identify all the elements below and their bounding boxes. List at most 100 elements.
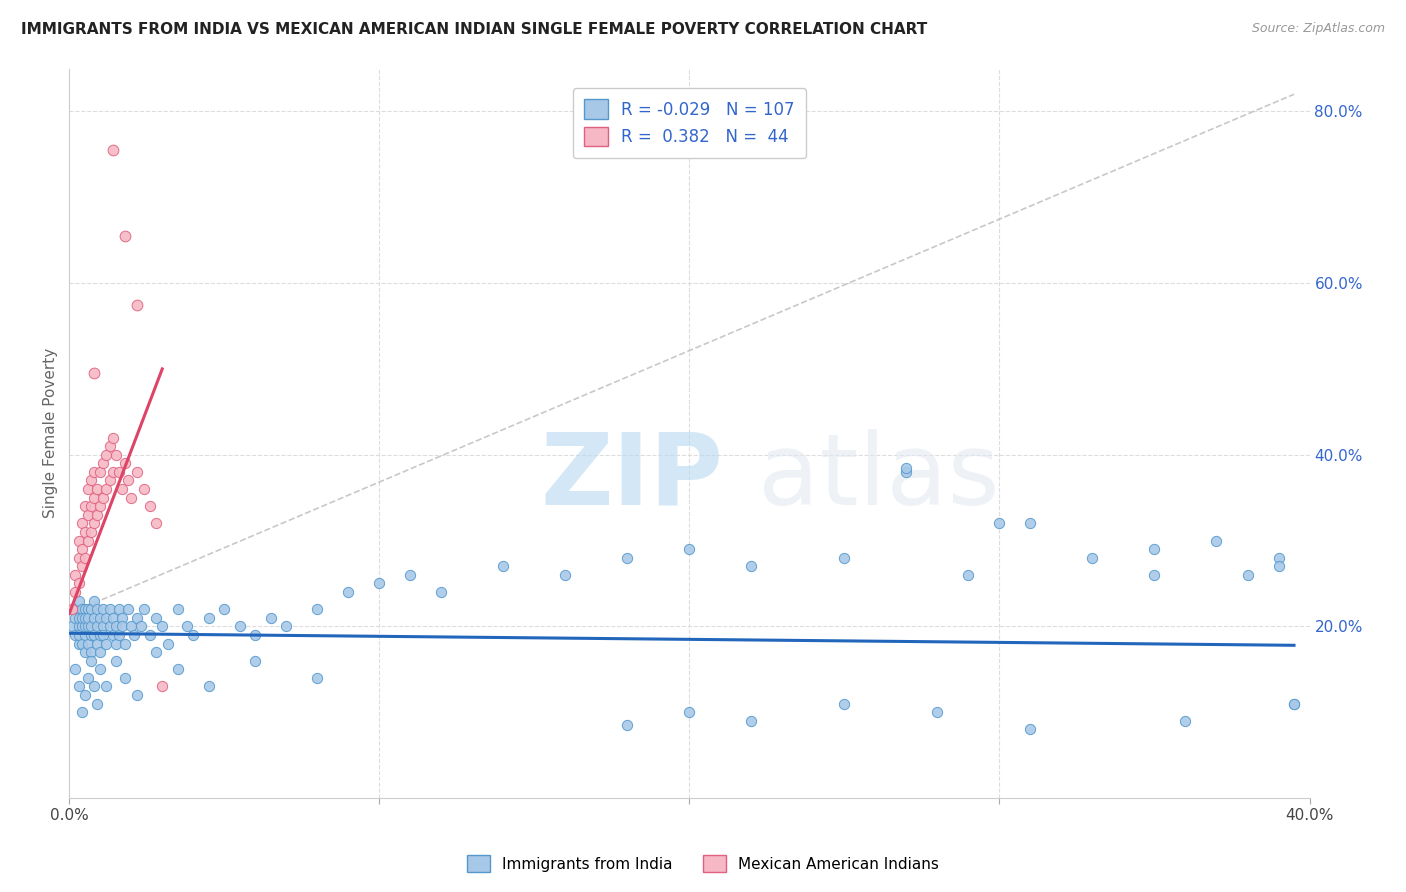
- Point: [91, 491, 114, 505]
- Point: [83, 366, 105, 380]
- Point: [181, 628, 204, 642]
- Point: [86, 619, 108, 633]
- Point: [132, 482, 155, 496]
- Text: IMMIGRANTS FROM INDIA VS MEXICAN AMERICAN INDIAN SINGLE FEMALE POVERTY CORRELATI: IMMIGRANTS FROM INDIA VS MEXICAN AMERICA…: [21, 22, 928, 37]
- Point: [65, 602, 87, 616]
- Point: [139, 628, 162, 642]
- Point: [89, 500, 111, 514]
- Point: [86, 636, 108, 650]
- Point: [65, 628, 87, 642]
- Point: [1143, 542, 1166, 557]
- Point: [65, 662, 87, 676]
- Point: [1019, 516, 1042, 531]
- Point: [86, 602, 108, 616]
- Point: [1205, 533, 1227, 548]
- Point: [114, 671, 136, 685]
- Point: [104, 654, 127, 668]
- Point: [101, 465, 124, 479]
- Point: [83, 680, 105, 694]
- Point: [132, 602, 155, 616]
- Point: [399, 568, 422, 582]
- Point: [127, 465, 149, 479]
- Point: [740, 714, 762, 728]
- Point: [554, 568, 576, 582]
- Point: [67, 593, 90, 607]
- Text: atlas: atlas: [758, 428, 1000, 525]
- Y-axis label: Single Female Poverty: Single Female Poverty: [44, 348, 58, 518]
- Point: [117, 602, 139, 616]
- Point: [150, 619, 173, 633]
- Point: [70, 559, 93, 574]
- Point: [67, 636, 90, 650]
- Point: [245, 654, 267, 668]
- Point: [98, 439, 121, 453]
- Point: [96, 636, 118, 650]
- Text: Source: ZipAtlas.com: Source: ZipAtlas.com: [1251, 22, 1385, 36]
- Point: [98, 474, 121, 488]
- Point: [492, 559, 515, 574]
- Point: [114, 636, 136, 650]
- Point: [70, 611, 93, 625]
- Point: [96, 448, 118, 462]
- Point: [98, 619, 121, 633]
- Point: [86, 482, 108, 496]
- Point: [83, 611, 105, 625]
- Point: [83, 465, 105, 479]
- Point: [70, 516, 93, 531]
- Point: [430, 585, 453, 599]
- Point: [117, 474, 139, 488]
- Point: [98, 602, 121, 616]
- Point: [91, 456, 114, 470]
- Point: [83, 516, 105, 531]
- Point: [89, 465, 111, 479]
- Point: [104, 448, 127, 462]
- Point: [96, 680, 118, 694]
- Point: [145, 611, 167, 625]
- Point: [73, 550, 96, 565]
- Point: [76, 482, 98, 496]
- Point: [896, 460, 918, 475]
- Point: [957, 568, 980, 582]
- Point: [120, 619, 142, 633]
- Point: [139, 500, 162, 514]
- Point: [127, 688, 149, 702]
- Point: [86, 697, 108, 711]
- Point: [96, 482, 118, 496]
- Point: [111, 482, 134, 496]
- Point: [1267, 559, 1289, 574]
- Point: [70, 636, 93, 650]
- Point: [60, 619, 83, 633]
- Point: [80, 474, 103, 488]
- Point: [1143, 568, 1166, 582]
- Point: [101, 628, 124, 642]
- Point: [307, 602, 329, 616]
- Point: [1282, 697, 1305, 711]
- Point: [89, 611, 111, 625]
- Point: [80, 619, 103, 633]
- Point: [214, 602, 236, 616]
- Point: [229, 619, 252, 633]
- Point: [89, 645, 111, 659]
- Point: [108, 465, 131, 479]
- Point: [197, 680, 219, 694]
- Point: [111, 611, 134, 625]
- Point: [73, 611, 96, 625]
- Point: [65, 611, 87, 625]
- Point: [1019, 723, 1042, 737]
- Point: [678, 542, 700, 557]
- Point: [101, 431, 124, 445]
- Point: [89, 662, 111, 676]
- Point: [73, 645, 96, 659]
- Point: [73, 688, 96, 702]
- Point: [67, 576, 90, 591]
- Point: [166, 602, 188, 616]
- Point: [67, 550, 90, 565]
- Point: [67, 533, 90, 548]
- Point: [1174, 714, 1197, 728]
- Point: [157, 636, 180, 650]
- Point: [67, 611, 90, 625]
- Point: [70, 619, 93, 633]
- Point: [73, 619, 96, 633]
- Point: [114, 456, 136, 470]
- Point: [83, 593, 105, 607]
